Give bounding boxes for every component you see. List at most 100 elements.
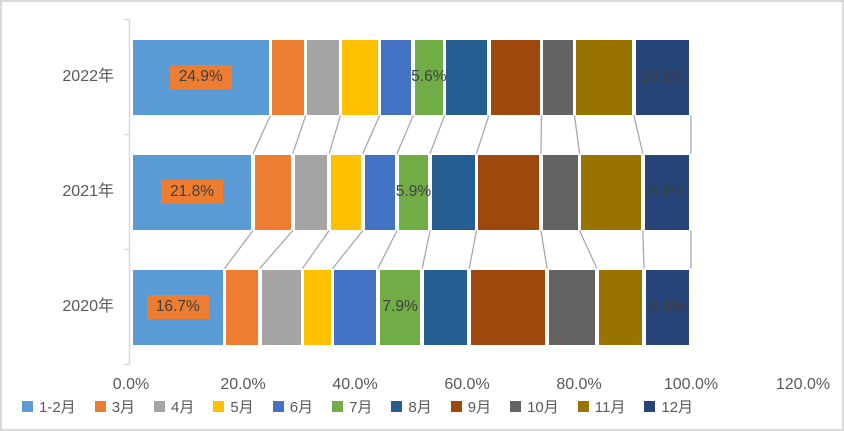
data-label-1-2月-2021年: 21.8% — [161, 180, 224, 204]
bar-segment-7月-2022年 — [414, 39, 443, 115]
bar-segment-6月-2020年 — [334, 269, 377, 345]
data-label-7月-2021年: 5.9% — [395, 183, 432, 200]
bar-segment-7月-2021年 — [398, 154, 429, 230]
bar-segment-11月-2021年 — [581, 154, 642, 230]
legend-item-11月: 11月 — [577, 396, 626, 417]
data-label-1-2月-2022年: 24.9% — [169, 65, 232, 89]
bar-segment-7月-2020年 — [379, 269, 421, 345]
legend: 1-2月 3月 4月 5月 6月 7月 8月 9月 10月 11月 12月 — [22, 396, 693, 417]
series-connector-line — [540, 115, 543, 154]
legend-item-12月: 12月 — [644, 396, 693, 417]
bar-segment-3月-2020年 — [226, 269, 259, 345]
series-connector-line — [429, 115, 446, 154]
series-connector-line — [252, 115, 272, 154]
legend-color-swatch-icon — [272, 401, 284, 412]
legend-label: 6月 — [289, 399, 314, 416]
legend-label: 4月 — [171, 399, 195, 416]
series-connector-line — [578, 230, 598, 269]
bar-segment-4月-2020年 — [261, 269, 301, 345]
bar-segment-9月-2021年 — [478, 154, 540, 230]
legend-item-7月: 7月 — [332, 396, 372, 417]
legend-item-9月: 9月 — [450, 396, 492, 417]
legend-label: 9月 — [467, 399, 492, 416]
legend-color-swatch-icon — [644, 401, 656, 412]
series-connector-line — [633, 115, 644, 154]
legend-item-1-2月: 1-2月 — [22, 396, 76, 417]
bar-segment-4月-2022年 — [307, 39, 339, 115]
bar-segment-12月-2020年 — [645, 269, 690, 345]
x-tick-label: 40.0% — [332, 376, 378, 393]
data-label-12月-2020年: 8.4% — [649, 298, 686, 315]
series-connector-line — [396, 115, 414, 154]
series-connector-line — [328, 115, 342, 154]
series-connector-line — [642, 230, 645, 269]
legend-label: 8月 — [408, 399, 432, 416]
series-connector-line — [301, 230, 330, 269]
legend-color-swatch-icon — [450, 401, 462, 412]
bar-segment-12月-2021年 — [644, 154, 690, 230]
bar-segment-5月-2022年 — [342, 39, 378, 115]
series-connector-line — [332, 230, 364, 269]
bar-segment-9月-2020年 — [470, 269, 546, 345]
legend-label: 5月 — [230, 399, 254, 416]
bar-segment-4月-2021年 — [294, 154, 328, 230]
series-connector-line — [468, 230, 478, 269]
legend-color-swatch-icon — [213, 401, 225, 412]
legend-color-swatch-icon — [154, 401, 166, 412]
data-label-12月-2022年: 10.2% — [640, 68, 685, 85]
legend-color-swatch-icon — [94, 401, 106, 412]
data-label-1-2月-2020年: 16.7% — [146, 295, 209, 319]
bar-segment-6月-2021年 — [364, 154, 396, 230]
legend-item-10月: 10月 — [510, 396, 559, 417]
legend-color-swatch-icon — [391, 401, 403, 412]
category-label: 2022年 — [62, 68, 114, 85]
bar-segment-6月-2022年 — [381, 39, 412, 115]
legend-label: 3月 — [111, 399, 136, 416]
legend-label: 1-2月 — [39, 399, 76, 416]
legend-item-8月: 8月 — [391, 396, 432, 417]
bar-segment-3月-2022年 — [272, 39, 304, 115]
series-connector-line — [475, 115, 490, 154]
bar-segment-12月-2022年 — [635, 39, 690, 115]
series-connector-line — [259, 230, 294, 269]
bar-segment-11月-2022年 — [576, 39, 633, 115]
data-label-12月-2021年: 8.6% — [649, 183, 685, 200]
category-label: 2021年 — [62, 183, 114, 200]
legend-color-swatch-icon — [577, 401, 589, 412]
series-connector-line — [540, 230, 548, 269]
legend-label: 7月 — [349, 399, 373, 416]
legend-color-swatch-icon — [22, 401, 33, 412]
legend-color-swatch-icon — [332, 401, 344, 412]
series-connector-line — [377, 230, 398, 269]
bar-segment-10月-2021年 — [542, 154, 578, 230]
x-tick-label: 20.0% — [220, 376, 266, 393]
bar-segment-10月-2022年 — [543, 39, 573, 115]
bar-segment-8月-2020年 — [423, 269, 468, 345]
bar-segment-10月-2020年 — [548, 269, 596, 345]
legend-label: 12月 — [661, 399, 694, 416]
series-connector-line — [224, 230, 254, 269]
bar-segment-5月-2020年 — [304, 269, 331, 345]
x-tick-label: 100.0% — [663, 376, 719, 393]
series-connector-line — [573, 115, 581, 154]
bar-segment-5月-2021年 — [330, 154, 362, 230]
legend-item-3月: 3月 — [94, 396, 136, 417]
bar-segment-3月-2021年 — [254, 154, 292, 230]
category-label: 2020年 — [62, 298, 114, 315]
legend-label: 11月 — [594, 399, 626, 416]
series-connector-line — [421, 230, 431, 269]
data-label-7月-2020年: 7.9% — [382, 298, 418, 315]
bar-segment-8月-2022年 — [446, 39, 488, 115]
bar-segment-9月-2022年 — [490, 39, 540, 115]
legend-color-swatch-icon — [510, 401, 522, 412]
legend-label: 10月 — [527, 399, 559, 416]
series-connector-line — [362, 115, 381, 154]
data-label-7月-2022年: 5.6% — [411, 68, 447, 85]
x-tick-label: 120.0% — [775, 376, 831, 393]
legend-item-4月: 4月 — [154, 396, 194, 417]
bar-segment-11月-2020年 — [598, 269, 643, 345]
legend-item-5月: 5月 — [213, 396, 254, 417]
x-tick-label: 80.0% — [556, 376, 602, 393]
